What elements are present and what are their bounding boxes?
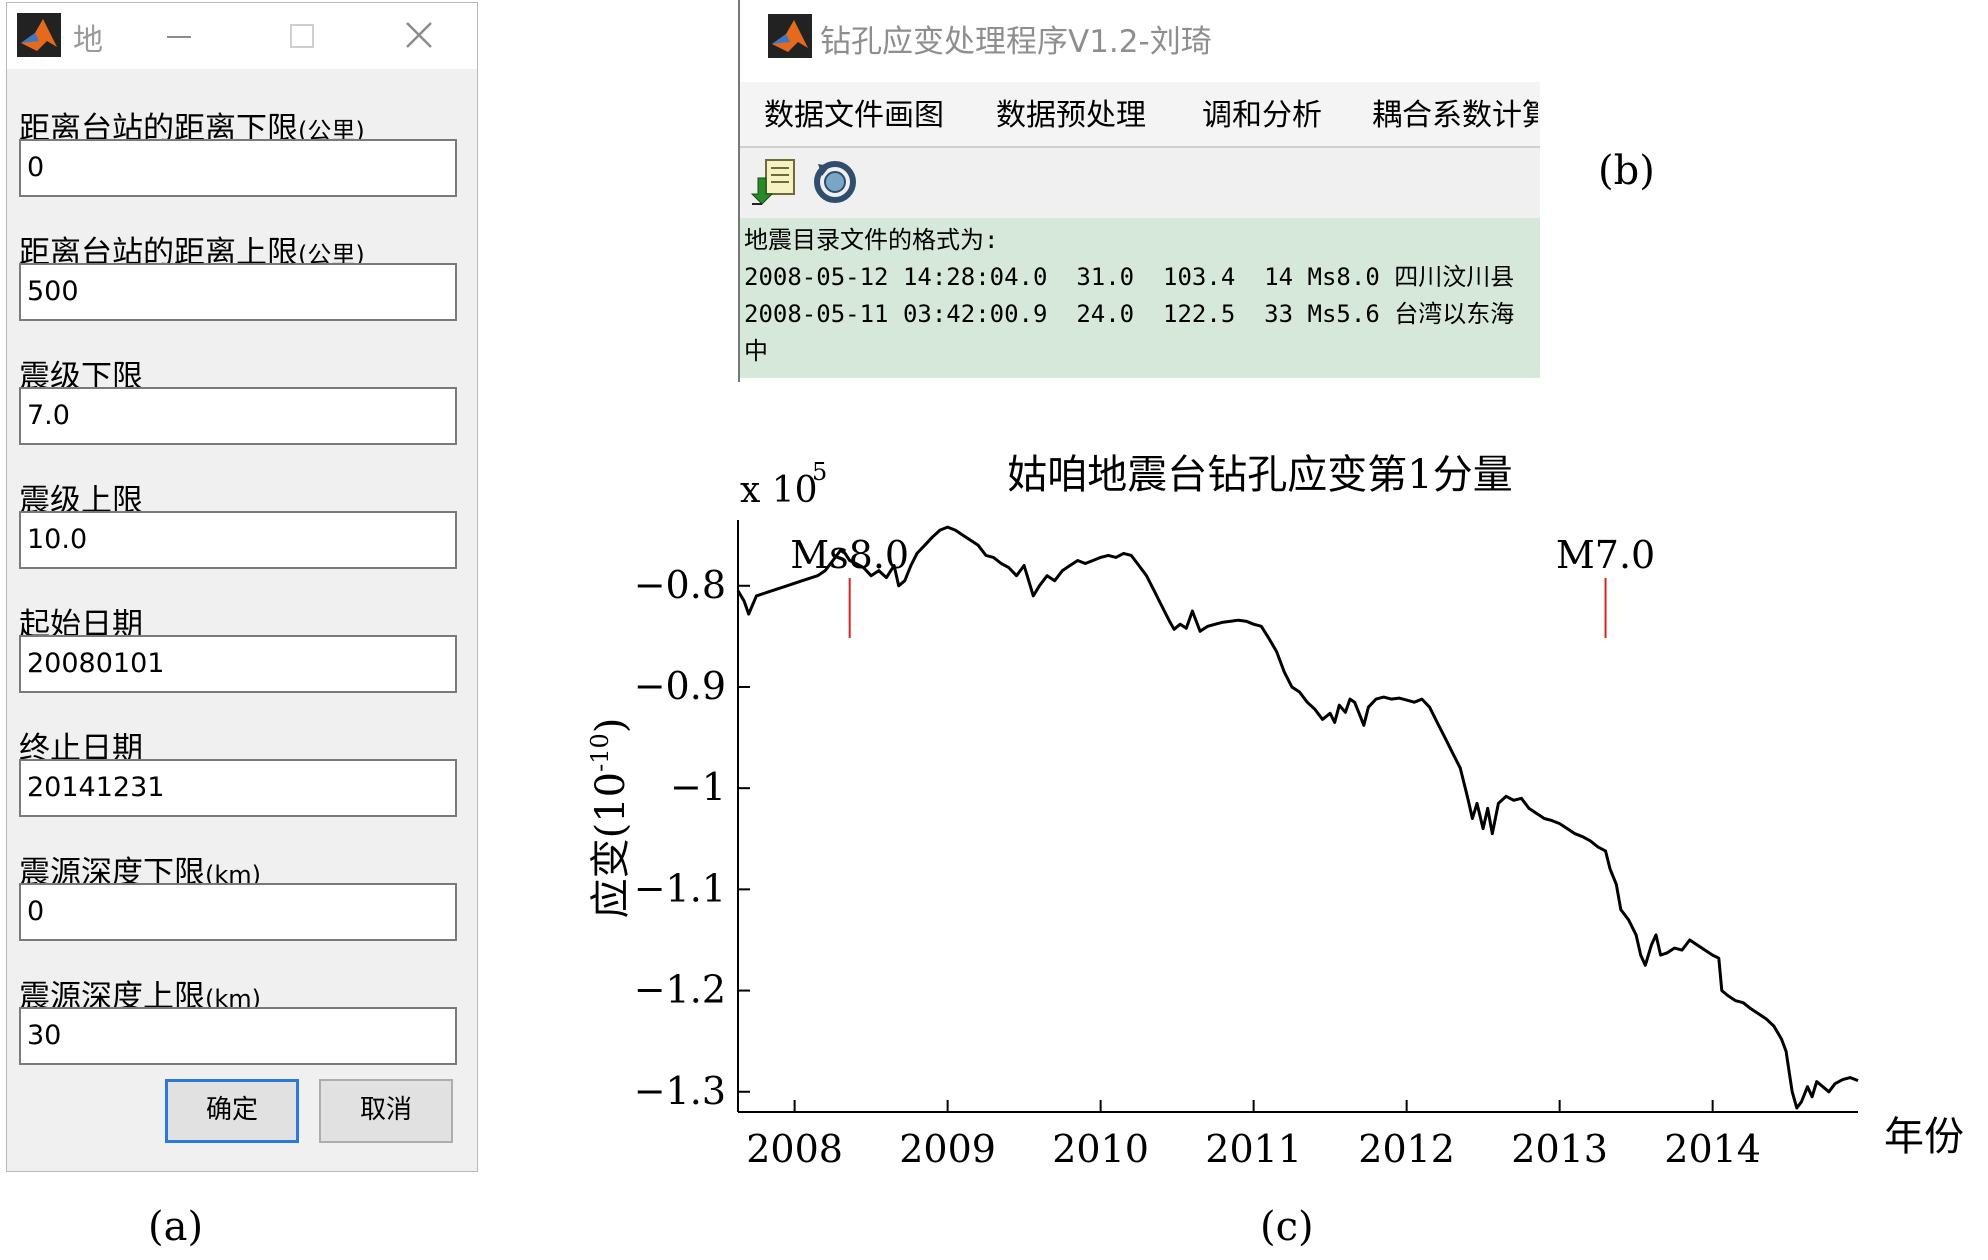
caption-b: (b) — [1598, 148, 1655, 194]
refresh-icon[interactable] — [808, 154, 862, 208]
x-tick-label: 2014 — [1664, 1127, 1761, 1171]
magnitude-max-input[interactable]: 10.0 — [19, 511, 457, 569]
info-text-area[interactable]: 地震目录文件的格式为: 2008-05-12 14:28:04.0 31.0 10… — [740, 218, 1540, 378]
cancel-button[interactable]: 取消 — [319, 1079, 453, 1143]
strain-series-line — [736, 525, 1859, 1110]
menu-coupling-coefficient[interactable]: 耦合系数计算 — [1372, 98, 1538, 133]
matlab-logo-icon — [768, 14, 812, 58]
window-title: 钻孔应变处理程序V1.2-刘琦 — [820, 24, 1212, 60]
x-tick-label: 2013 — [1511, 1127, 1608, 1171]
menu-preprocess[interactable]: 数据预处理 — [996, 98, 1146, 133]
x-tick-label: 2011 — [1205, 1127, 1302, 1171]
matlab-logo-icon — [17, 13, 61, 57]
dialog-titlebar: 地 — [7, 3, 477, 69]
info-line: 2008-05-12 14:28:04.0 31.0 103.4 14 Ms8.… — [744, 263, 1515, 291]
menu-data-plot[interactable]: 数据文件画图 — [764, 98, 944, 133]
x-tick-label: 2010 — [1052, 1127, 1149, 1171]
menu-harmonic-analysis[interactable]: 调和分析 — [1202, 98, 1322, 133]
depth-min-input[interactable]: 0 — [19, 883, 457, 941]
y-tick-label: −1 — [670, 765, 726, 809]
dialog-title: 地 — [73, 23, 103, 58]
minimize-icon[interactable] — [153, 11, 205, 61]
distance-max-input[interactable]: 500 — [19, 263, 457, 321]
y-tick-label: −0.9 — [634, 664, 726, 708]
scale-factor-exponent: 5 — [812, 458, 827, 486]
chart-title: 姑咱地震台钻孔应变第1分量 — [1007, 452, 1512, 498]
caption-c: (c) — [1260, 1204, 1314, 1250]
ok-button[interactable]: 确定 — [165, 1079, 299, 1143]
magnitude-min-input[interactable]: 7.0 — [19, 387, 457, 445]
caption-a: (a) — [148, 1204, 204, 1250]
maximize-icon[interactable] — [275, 11, 327, 61]
x-tick-label: 2008 — [746, 1127, 843, 1171]
x-tick-label: 2009 — [899, 1127, 996, 1171]
filter-dialog: 地 距离台站的距离下限(公里) 0 距离台站的距离上限(公里) 500 震级下限… — [6, 2, 478, 1172]
toolbar — [740, 146, 1540, 220]
event-label: Ms8.0 — [790, 533, 909, 577]
y-tick-label: −1.2 — [634, 968, 726, 1012]
y-axis-label: 应变(10-10) — [586, 718, 634, 919]
depth-max-input[interactable]: 30 — [19, 1007, 457, 1065]
import-file-icon[interactable] — [748, 154, 802, 208]
event-label: M7.0 — [1556, 533, 1655, 577]
y-tick-label: −0.8 — [634, 563, 726, 607]
info-line: 中 — [744, 337, 768, 365]
menu-bar: 数据文件画图 数据预处理 调和分析 耦合系数计算 — [740, 82, 1540, 146]
start-date-input[interactable]: 20080101 — [19, 635, 457, 693]
x-tick-label: 2012 — [1358, 1127, 1455, 1171]
close-icon[interactable] — [393, 11, 445, 61]
y-tick-label: −1.1 — [634, 866, 726, 910]
info-line: 地震目录文件的格式为: — [744, 226, 999, 254]
info-line: 2008-05-11 03:42:00.9 24.0 122.5 33 Ms5.… — [744, 300, 1515, 328]
end-date-input[interactable]: 20141231 — [19, 759, 457, 817]
main-window: 钻孔应变处理程序V1.2-刘琦 数据文件画图 数据预处理 调和分析 耦合系数计算… — [738, 0, 1540, 382]
y-tick-label: −1.3 — [634, 1069, 726, 1113]
scale-factor-label: x 10 — [740, 470, 818, 511]
x-axis-label: 年份 — [1884, 1114, 1964, 1160]
distance-min-input[interactable]: 0 — [19, 139, 457, 197]
